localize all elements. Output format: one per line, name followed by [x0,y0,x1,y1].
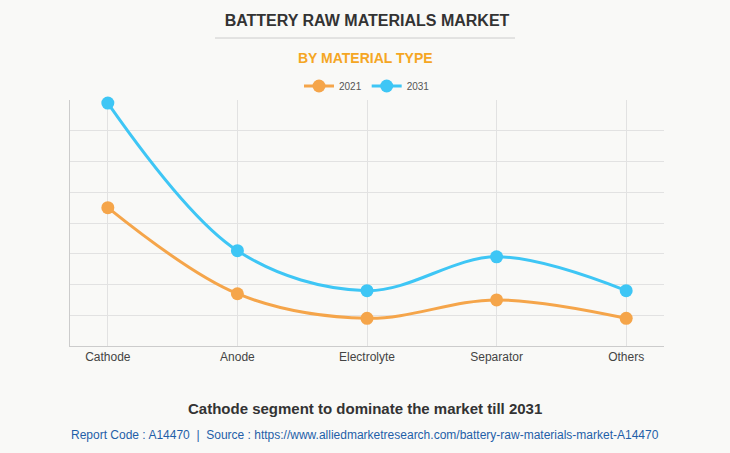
svg-text:Others: Others [608,350,644,364]
svg-text:Report Code : A14470 | Sourc: Report Code : A14470 | Source : https://… [71,428,659,442]
svg-text:Electrolyte: Electrolyte [339,350,395,364]
svg-text:2021: 2021 [339,81,362,92]
svg-text:Cathode: Cathode [85,350,131,364]
svg-text:BY MATERIAL TYPE: BY MATERIAL TYPE [298,50,433,66]
svg-text:2031: 2031 [407,81,430,92]
svg-text:Separator: Separator [470,350,523,364]
svg-text:Anode: Anode [220,350,255,364]
svg-text:BATTERY RAW MATERIALS MARKET: BATTERY RAW MATERIALS MARKET [225,12,510,29]
svg-text:Cathode segment to dominate th: Cathode segment to dominate the market t… [188,400,542,417]
